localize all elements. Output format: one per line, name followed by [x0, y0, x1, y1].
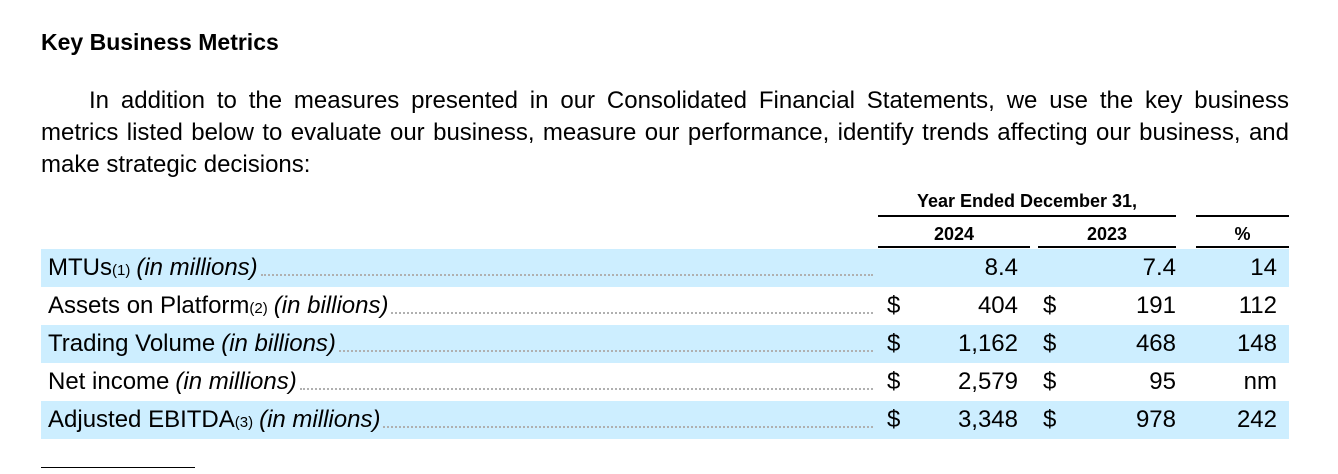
header-rule: [1196, 215, 1289, 217]
row-label: Assets on Platform (2) (in billions): [48, 292, 873, 320]
intro-paragraph: In addition to the measures presented in…: [41, 87, 1289, 178]
pct-change: nm: [1243, 368, 1277, 395]
dot-leader: [338, 350, 873, 352]
value-2024: 2,579: [957, 368, 1018, 395]
currency-2024: $: [887, 368, 901, 395]
footnote-divider: [41, 467, 195, 468]
metric-name: Trading Volume: [48, 330, 216, 357]
value-2023: 191: [1135, 292, 1176, 319]
value-2023: 95: [1149, 368, 1176, 395]
metric-unit: (in millions): [175, 368, 297, 395]
value-2023: 7.4: [1142, 254, 1176, 281]
row-label: Net income (in millions): [48, 368, 873, 396]
value-2024: 8.4: [984, 254, 1018, 281]
table-row: Trading Volume (in billions) $1,162 $468 148: [41, 325, 1289, 363]
table-row: Adjusted EBITDA (3) (in millions) $3,348 $97…: [41, 401, 1289, 439]
group-header: Year Ended December 31,: [916, 191, 1138, 211]
metric-name: MTUs: [48, 254, 112, 281]
footnote-ref: (2): [249, 300, 268, 317]
value-2023: 468: [1135, 330, 1176, 357]
footnote-ref: (1): [111, 262, 131, 279]
metric-unit: (in billions): [273, 292, 389, 319]
dot-leader: [391, 312, 873, 314]
footnote-ref: (3): [234, 414, 254, 431]
dot-leader: [260, 274, 873, 276]
currency-2024: $: [887, 330, 901, 357]
row-label: Adjusted EBITDA (3) (in millions): [48, 406, 873, 434]
row-label: Trading Volume (in billions): [48, 330, 873, 358]
value-2023: 978: [1135, 406, 1176, 433]
currency-2023: $: [1043, 406, 1057, 433]
dot-leader: [383, 426, 873, 428]
value-2024: 1,162: [957, 330, 1018, 357]
column-header-2023: 2023: [1086, 224, 1128, 244]
column-header-2024: 2024: [933, 224, 975, 244]
pct-change: 112: [1238, 292, 1277, 319]
table-row: Net income (in millions) $2,579 $95 nm: [41, 363, 1289, 401]
metric-unit: (in billions): [221, 330, 336, 357]
metric-name: Assets on Platform: [48, 292, 250, 319]
pct-change: 148: [1236, 330, 1277, 357]
dot-leader: [299, 388, 873, 390]
currency-2024: $: [887, 406, 901, 433]
metric-name: Net income: [48, 368, 170, 395]
metric-unit: (in millions): [259, 406, 381, 433]
column-rule: [1038, 246, 1176, 248]
metric-name: Adjusted EBITDA: [48, 406, 235, 433]
row-label: MTUs (1) (in millions): [48, 254, 873, 282]
column-rule: [1196, 246, 1289, 248]
header-rule: [878, 215, 1176, 217]
column-header-pct: %: [1234, 224, 1251, 244]
metric-unit: (in millions): [136, 254, 258, 281]
column-rule: [878, 246, 1030, 248]
currency-2024: $: [887, 292, 901, 319]
section-heading: Key Business Metrics: [41, 29, 279, 55]
table-row: Assets on Platform (2) (in billions) $404 $1…: [41, 287, 1289, 325]
currency-2023: $: [1043, 292, 1057, 319]
pct-change: 14: [1250, 254, 1277, 281]
table-row: MTUs (1) (in millions) 8.4 7.4 14: [41, 249, 1289, 287]
currency-2023: $: [1043, 368, 1057, 395]
currency-2023: $: [1043, 330, 1057, 357]
value-2024: 3,348: [957, 406, 1018, 433]
value-2024: 404: [977, 292, 1018, 319]
pct-change: 242: [1236, 406, 1277, 433]
